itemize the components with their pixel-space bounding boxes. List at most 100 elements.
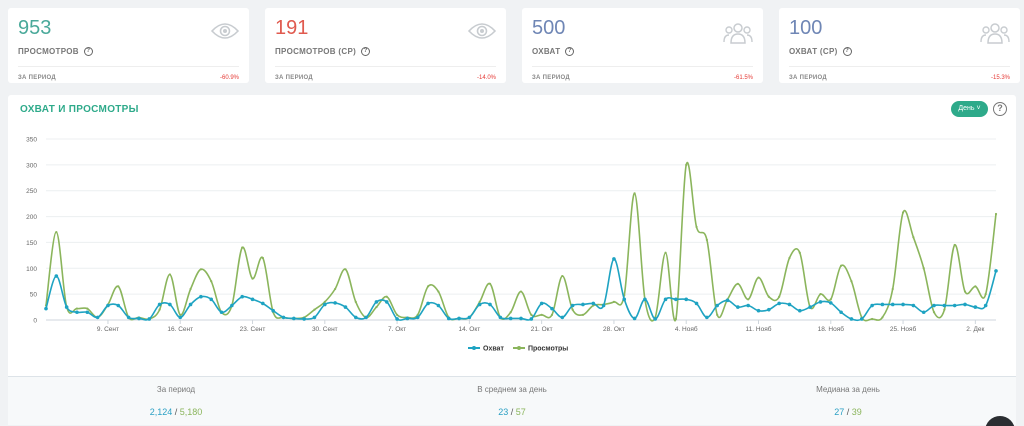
- help-icon[interactable]: ?: [842, 47, 852, 56]
- data-point: [932, 303, 936, 308]
- help-icon[interactable]: ?: [361, 47, 371, 56]
- data-point: [509, 311, 512, 314]
- data-point: [312, 315, 317, 320]
- card-label: ОХВАТ: [532, 47, 561, 56]
- x-tick-label: 18. Нояб: [818, 325, 845, 333]
- card-period: ЗА ПЕРИОД: [275, 75, 313, 81]
- data-point: [746, 303, 750, 308]
- card-value: 500: [532, 17, 566, 39]
- users-icon: [980, 23, 1010, 44]
- data-point: [168, 273, 172, 276]
- card-divider: [275, 66, 496, 67]
- line-chart: 0 50 100 150 200 250 300 350 9. Сент 16. Сент 23.…: [26, 137, 998, 353]
- data-point: [581, 313, 585, 316]
- data-point: [612, 300, 616, 303]
- data-point: [519, 290, 523, 293]
- data-point: [508, 316, 513, 321]
- card-period: ЗА ПЕРИОД: [789, 75, 827, 81]
- period-select-button[interactable]: День ˅: [951, 101, 988, 117]
- data-point: [591, 301, 596, 306]
- data-point: [178, 315, 183, 320]
- legend-marker: [517, 346, 521, 350]
- y-tick-label: 0: [33, 318, 37, 325]
- data-point: [179, 313, 182, 316]
- data-point: [446, 316, 451, 321]
- data-point: [756, 308, 761, 313]
- data-point: [881, 316, 884, 319]
- stat-card-reach-avg: 100 ОХВАТ (СР)? ЗА ПЕРИОД -15.3%: [779, 8, 1020, 83]
- card-change: -15.3%: [990, 75, 1010, 81]
- data-point: [912, 236, 915, 239]
- x-tick-label: 23. Сент: [240, 326, 266, 333]
- data-point: [519, 316, 523, 321]
- data-point: [550, 313, 554, 316]
- help-icon[interactable]: ?: [83, 47, 93, 56]
- eye-icon: [468, 23, 496, 39]
- data-point: [870, 317, 874, 321]
- data-point: [385, 295, 388, 298]
- data-point: [106, 303, 110, 308]
- data-point: [354, 300, 357, 303]
- help-icon[interactable]: ?: [993, 102, 1007, 116]
- data-point: [570, 303, 575, 308]
- data-point: [963, 290, 967, 293]
- data-point: [695, 225, 698, 229]
- data-point: [994, 269, 998, 273]
- legend-label: Просмотры: [528, 346, 568, 353]
- data-point: [736, 305, 740, 309]
- data-point: [353, 315, 358, 320]
- summary-label: В среднем за день: [477, 385, 547, 394]
- x-tick-label: 9. Сент: [97, 326, 119, 333]
- data-point: [251, 277, 254, 280]
- data-point: [302, 317, 306, 321]
- users-icon: [723, 23, 753, 44]
- data-point: [343, 305, 348, 309]
- summary-value: 27 / 39: [834, 407, 862, 417]
- summary-period: За период 2,124 / 5,180: [8, 377, 344, 417]
- floating-action-button[interactable]: [985, 416, 1015, 426]
- data-point: [416, 313, 419, 316]
- data-point: [684, 297, 689, 302]
- data-point: [963, 302, 967, 307]
- data-point: [55, 230, 58, 234]
- data-point: [747, 298, 750, 301]
- card-change: -14.0%: [476, 75, 496, 81]
- data-point: [932, 311, 936, 314]
- summary-views: 39: [851, 407, 862, 417]
- data-point: [210, 280, 213, 283]
- data-point: [829, 298, 832, 301]
- data-point: [488, 282, 492, 285]
- data-point: [313, 308, 316, 311]
- x-tick-label: 16. Сент: [167, 326, 193, 333]
- data-point: [560, 315, 565, 320]
- help-icon[interactable]: ?: [565, 47, 575, 56]
- data-point: [880, 302, 885, 307]
- data-point: [375, 305, 378, 309]
- data-point: [798, 251, 801, 254]
- y-tick-label: 250: [26, 188, 37, 195]
- card-label-row: ОХВАТ (СР)?: [789, 47, 852, 56]
- summary-label: Медиана за день: [816, 385, 880, 394]
- data-point: [581, 302, 585, 307]
- chart-panel: ОХВАТ И ПРОСМОТРЫ День ˅ ? 0 50 100 150 200 2…: [8, 95, 1016, 425]
- panel-title: ОХВАТ И ПРОСМОТРЫ: [20, 104, 139, 115]
- data-point: [715, 303, 719, 308]
- data-point: [674, 297, 678, 302]
- data-point: [778, 295, 781, 298]
- data-point: [539, 301, 544, 306]
- summary-reach: 27: [834, 407, 845, 417]
- y-tick-label: 200: [26, 214, 37, 221]
- data-point: [767, 307, 771, 312]
- data-point: [859, 317, 864, 321]
- card-change: -60.9%: [219, 75, 239, 81]
- data-point: [705, 315, 709, 320]
- data-point: [281, 315, 286, 320]
- x-tick-label: 30. Сент: [312, 326, 338, 333]
- data-point: [344, 268, 347, 271]
- data-point: [716, 313, 719, 316]
- data-point: [374, 300, 379, 304]
- x-tick-label: 4. Нояб: [675, 325, 698, 333]
- data-point: [271, 308, 275, 313]
- stat-card-views-avg: 191 ПРОСМОТРОВ (СР)? ЗА ПЕРИОД -14.0%: [265, 8, 506, 83]
- data-point: [157, 302, 162, 307]
